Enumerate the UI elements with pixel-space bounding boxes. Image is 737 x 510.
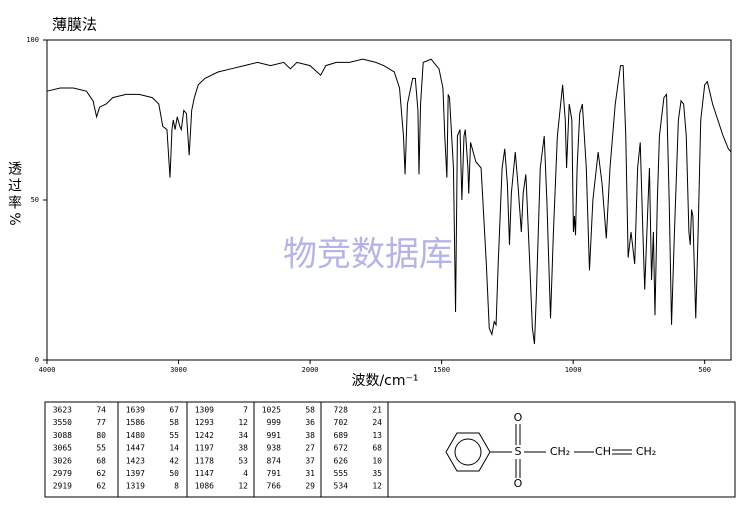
peak-transmittance: 58 [169, 418, 179, 427]
peak-wavenumber: 766 [267, 482, 282, 491]
y-axis-label: 透过率% [6, 161, 22, 228]
peak-wavenumber: 1147 [195, 469, 214, 478]
table-frame [44, 401, 736, 498]
peak-transmittance: 67 [169, 406, 179, 415]
x-axis-label: 波数/cm⁻¹ [351, 373, 418, 389]
peak-wavenumber: 2979 [53, 469, 72, 478]
watermark: 物竞数据库 [283, 235, 453, 275]
peak-transmittance: 13 [372, 431, 382, 440]
peak-transmittance: 14 [169, 444, 179, 453]
peak-transmittance: 74 [96, 406, 106, 415]
spectrum-line [46, 58, 732, 345]
peak-wavenumber: 1242 [195, 431, 214, 440]
peak-transmittance: 42 [169, 456, 179, 465]
x-tick-label: 2000 [302, 366, 319, 374]
peak-transmittance: 12 [238, 418, 248, 427]
title: 薄膜法 [52, 16, 97, 34]
peak-wavenumber: 3065 [53, 444, 72, 453]
peak-wavenumber: 791 [267, 469, 282, 478]
group-label: CH₂ [550, 445, 570, 458]
peak-transmittance: 77 [96, 418, 106, 427]
peak-transmittance: 8 [174, 482, 179, 491]
peak-transmittance: 29 [305, 482, 315, 491]
peak-wavenumber: 1639 [126, 406, 145, 415]
peak-transmittance: 31 [305, 469, 315, 478]
peak-transmittance: 27 [305, 444, 315, 453]
peak-transmittance: 37 [305, 456, 315, 465]
x-tick-label: 3000 [170, 366, 187, 374]
peak-wavenumber: 728 [334, 406, 349, 415]
atom-label: O [514, 477, 523, 490]
peak-transmittance: 36 [305, 418, 315, 427]
peak-wavenumber: 874 [267, 456, 282, 465]
peak-wavenumber: 991 [267, 431, 282, 440]
peak-wavenumber: 1025 [262, 406, 281, 415]
group-label: CH [595, 445, 611, 458]
peak-transmittance: 38 [305, 431, 315, 440]
peak-wavenumber: 626 [334, 456, 349, 465]
atom-label: O [514, 411, 523, 424]
peak-transmittance: 53 [238, 456, 248, 465]
y-tick-label: 100 [26, 36, 39, 44]
peak-wavenumber: 672 [334, 444, 349, 453]
y-tick-label: 0 [35, 356, 39, 364]
peak-transmittance: 21 [372, 406, 382, 415]
peak-wavenumber: 2919 [53, 482, 72, 491]
peak-transmittance: 62 [96, 469, 106, 478]
peak-wavenumber: 1423 [126, 456, 145, 465]
table-dividers [117, 402, 389, 497]
peak-wavenumber: 1397 [126, 469, 145, 478]
peak-transmittance: 62 [96, 482, 106, 491]
peak-wavenumber: 938 [267, 444, 282, 453]
peak-wavenumber: 702 [334, 418, 349, 427]
x-tick-label: 500 [698, 366, 711, 374]
peak-wavenumber: 1480 [126, 431, 145, 440]
peak-transmittance: 35 [372, 469, 382, 478]
peak-wavenumber: 1178 [195, 456, 214, 465]
peak-transmittance: 68 [96, 456, 106, 465]
x-tick-label: 1500 [433, 366, 450, 374]
aromatic-circle [454, 438, 482, 466]
peak-transmittance: 34 [238, 431, 248, 440]
peak-wavenumber: 3623 [53, 406, 72, 415]
peak-transmittance: 38 [238, 444, 248, 453]
peak-transmittance: 12 [238, 482, 248, 491]
peak-wavenumber: 1086 [195, 482, 214, 491]
peak-transmittance: 80 [96, 431, 106, 440]
peak-transmittance: 4 [243, 469, 248, 478]
structure-bonds [445, 424, 632, 478]
peak-wavenumber: 3026 [53, 456, 72, 465]
peak-transmittance: 7 [243, 406, 248, 415]
peak-transmittance: 12 [372, 482, 382, 491]
peak-wavenumber: 3550 [53, 418, 72, 427]
peak-wavenumber: 689 [334, 431, 349, 440]
peak-wavenumber: 534 [334, 482, 349, 491]
atom-label: S [515, 445, 522, 458]
peak-wavenumber: 1293 [195, 418, 214, 427]
peak-transmittance: 24 [372, 418, 382, 427]
peak-transmittance: 68 [372, 444, 382, 453]
peak-transmittance: 50 [169, 469, 179, 478]
peak-wavenumber: 1586 [126, 418, 145, 427]
peak-transmittance: 55 [169, 431, 179, 440]
peak-transmittance: 10 [372, 456, 382, 465]
group-label: CH₂ [636, 445, 656, 458]
plot-frame [46, 39, 732, 361]
peak-wavenumber: 1447 [126, 444, 145, 453]
peak-wavenumber: 3088 [53, 431, 72, 440]
x-tick-label: 4000 [39, 366, 56, 374]
peak-wavenumber: 555 [334, 469, 349, 478]
peak-wavenumber: 999 [267, 418, 282, 427]
peak-transmittance: 58 [305, 406, 315, 415]
x-tick-label: 1000 [565, 366, 582, 374]
peak-transmittance: 55 [96, 444, 106, 453]
peak-wavenumber: 1309 [195, 406, 214, 415]
peak-wavenumber: 1319 [126, 482, 145, 491]
y-tick-label: 50 [31, 196, 39, 204]
peak-wavenumber: 1197 [195, 444, 214, 453]
